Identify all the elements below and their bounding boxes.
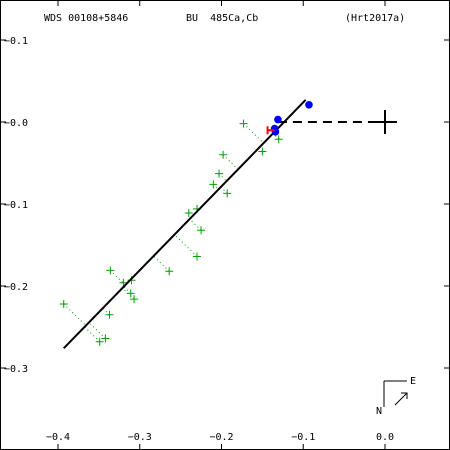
green-plus-mark (119, 278, 128, 287)
orbit-fit-layer (63, 99, 385, 350)
compass-arrow-head (401, 392, 408, 399)
x-tick-label: −0.3 (128, 432, 152, 443)
residual-line (218, 173, 227, 182)
green-plus-mark (274, 135, 283, 144)
residual-lines (63, 123, 280, 343)
y-tick-label: −0.1 (4, 200, 28, 211)
y-tick-label: −0.0 (4, 118, 28, 129)
green-plus-mark (219, 150, 228, 159)
compass: N E (376, 376, 416, 417)
x-tick-label: 0.0 (376, 432, 394, 443)
green-plus-mark (215, 169, 224, 178)
reference-label: (Hrt2017a) (345, 13, 405, 24)
wds-id-label: WDS 00108+5846 (44, 13, 128, 24)
y-tick-label: −0.2 (4, 282, 28, 293)
green-plus-mark (126, 289, 135, 298)
green-plus-mark (106, 266, 115, 275)
green-plus-mark (239, 119, 248, 128)
green-plus-mark (101, 334, 110, 343)
residual-line (123, 286, 132, 294)
compass-motion-arrow (394, 392, 408, 406)
residual-line (88, 322, 106, 339)
axis-tick-labels: −0.4 −0.3 −0.2 −0.1 0.0 −0.1 −0.0 −0.1 −0.2 −0.3 (4, 36, 394, 443)
residual-line (189, 218, 202, 231)
green-plus-mark (165, 267, 174, 276)
residual-line (243, 123, 264, 144)
residual-line (102, 307, 110, 316)
green-plus-mark (197, 226, 206, 235)
green-plus-mark (59, 300, 68, 309)
green-plus-mark (95, 337, 104, 346)
blue-dot-mark (305, 100, 313, 109)
blue-dot-mark (271, 128, 280, 136)
residual-line (212, 183, 219, 190)
discoverer-label: BU 485Ca,Cb (186, 13, 258, 24)
residual-line (84, 326, 101, 343)
special-markers (266, 110, 397, 135)
blue-dot-mark (274, 115, 282, 124)
green-plus-mark (184, 209, 193, 218)
green-plus-mark (258, 147, 267, 156)
compass-east-label: E (410, 376, 416, 387)
residual-line (272, 133, 280, 140)
residual-line (153, 255, 170, 272)
y-tick-label: −0.3 (4, 364, 28, 375)
green-plus-mark (192, 252, 201, 261)
residual-line (63, 303, 87, 326)
green-plus-mark (209, 180, 218, 189)
green-observation-marks (59, 119, 283, 346)
x-tick-label: −0.2 (209, 432, 233, 443)
green-plus-mark (105, 310, 114, 319)
red-marker (266, 126, 275, 135)
blue-observation-marks (270, 100, 313, 136)
compass-north-label: N (376, 406, 382, 417)
primary-star-cross (373, 110, 397, 134)
residual-line (188, 212, 193, 217)
orbit-fit-line (63, 99, 307, 350)
y-tick-label: −0.1 (4, 36, 28, 47)
green-plus-mark (130, 295, 139, 304)
residual-line (174, 234, 198, 257)
residual-line (222, 154, 239, 170)
green-plus-mark (223, 189, 232, 198)
residual-line (220, 186, 228, 194)
x-tick-label: −0.1 (291, 432, 315, 443)
x-tick-label: −0.4 (46, 432, 70, 443)
